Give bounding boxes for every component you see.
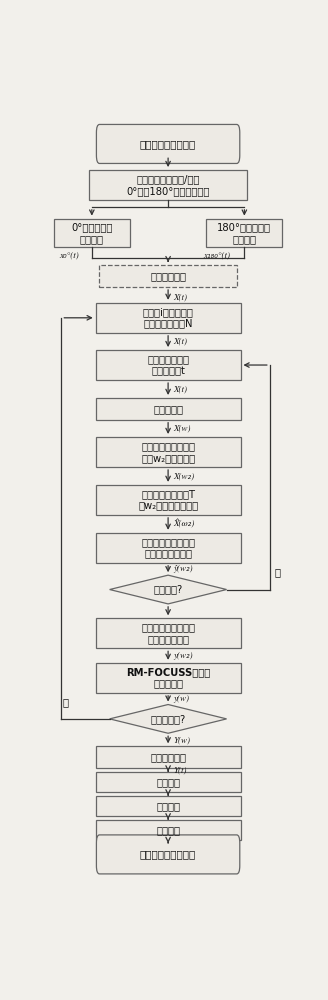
Bar bbox=[96, 618, 240, 648]
Text: X(w₂): X(w₂) bbox=[173, 472, 194, 480]
Text: 否: 否 bbox=[275, 567, 280, 577]
Text: x₁₈₀°(t): x₁₈₀°(t) bbox=[203, 251, 230, 260]
Text: 所有抽取频点最优波
束合成频域输出: 所有抽取频点最优波 束合成频域输出 bbox=[141, 623, 195, 644]
Text: 对数压缩: 对数压缩 bbox=[156, 801, 180, 811]
Text: 包络检波: 包络检波 bbox=[156, 777, 180, 787]
Bar bbox=[96, 303, 240, 333]
Text: 逆傅里叶变换: 逆傅里叶变换 bbox=[150, 752, 186, 762]
Bar bbox=[96, 398, 240, 420]
Bar bbox=[96, 663, 240, 693]
Text: 脉冲逆转加和: 脉冲逆转加和 bbox=[150, 271, 186, 281]
Text: ŷ(w₂): ŷ(w₂) bbox=[173, 565, 193, 573]
Bar bbox=[54, 219, 130, 247]
Text: 180°相造影回波
阵元数据: 180°相造影回波 阵元数据 bbox=[217, 222, 271, 244]
Bar bbox=[96, 820, 240, 840]
Text: y(w₂): y(w₂) bbox=[173, 651, 193, 660]
FancyBboxPatch shape bbox=[96, 124, 240, 163]
Bar bbox=[99, 265, 237, 287]
Text: 傅里叶变换: 傅里叶变换 bbox=[153, 404, 183, 414]
Bar bbox=[206, 219, 282, 247]
Polygon shape bbox=[110, 705, 227, 733]
Bar bbox=[96, 533, 240, 563]
FancyBboxPatch shape bbox=[96, 835, 240, 874]
Text: 否: 否 bbox=[62, 697, 68, 707]
Polygon shape bbox=[110, 575, 227, 604]
Text: 频点遍历?: 频点遍历? bbox=[154, 585, 183, 595]
Bar bbox=[96, 796, 240, 816]
Text: y(w): y(w) bbox=[173, 695, 189, 703]
Text: 造影谐波滤波与有效
带宽w₂内频点选择: 造影谐波滤波与有效 带宽w₂内频点选择 bbox=[141, 441, 195, 463]
Text: Y(w): Y(w) bbox=[173, 736, 190, 744]
Text: 计算深度方向各
采样点延迟t: 计算深度方向各 采样点延迟t bbox=[147, 354, 189, 376]
Text: 平面波造影图像输出: 平面波造影图像输出 bbox=[140, 849, 196, 859]
Text: x₀°(t): x₀°(t) bbox=[59, 251, 79, 260]
Bar bbox=[96, 350, 240, 380]
Bar bbox=[96, 772, 240, 792]
Bar bbox=[89, 170, 247, 200]
Text: X(w): X(w) bbox=[173, 424, 191, 433]
Text: RM-FOCUSS重构所
有频域信息: RM-FOCUSS重构所 有频域信息 bbox=[126, 667, 210, 689]
Text: Y(t): Y(t) bbox=[173, 766, 187, 774]
Text: X(t): X(t) bbox=[173, 293, 187, 301]
Text: 构造随机抽取矩阵T
对w₂内频点随机抽取: 构造随机抽取矩阵T 对w₂内频点随机抽取 bbox=[138, 489, 198, 511]
Text: 扫描线遍历?: 扫描线遍历? bbox=[151, 714, 186, 724]
Text: 坐标变换: 坐标变换 bbox=[156, 825, 180, 835]
Bar bbox=[96, 746, 240, 768]
Bar bbox=[96, 485, 240, 515]
Text: X(t): X(t) bbox=[173, 337, 187, 346]
Text: 基于稳健自相关矩阵
计算最优加权系数: 基于稳健自相关矩阵 计算最优加权系数 bbox=[141, 537, 195, 559]
Text: X(t): X(t) bbox=[173, 385, 187, 393]
Text: X̂(ω₂): X̂(ω₂) bbox=[173, 519, 195, 528]
Text: 0°相造影回波
阵元数据: 0°相造影回波 阵元数据 bbox=[71, 222, 113, 244]
Text: 阵列探头交替发射/接收
0°相与180°相位的平面波: 阵列探头交替发射/接收 0°相与180°相位的平面波 bbox=[126, 174, 210, 196]
Bar bbox=[96, 437, 240, 467]
Text: 计算第i条待合成扫
描线的有效孔径N: 计算第i条待合成扫 描线的有效孔径N bbox=[143, 307, 194, 329]
Text: 平面波造影开始成像: 平面波造影开始成像 bbox=[140, 139, 196, 149]
